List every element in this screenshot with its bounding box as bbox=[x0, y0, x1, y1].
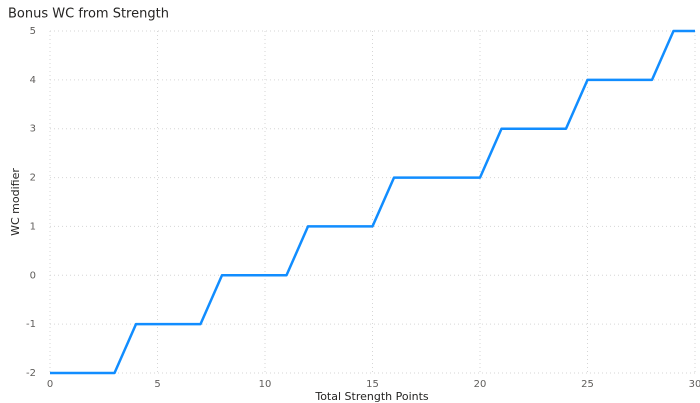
y-tick-label: -2 bbox=[26, 368, 36, 379]
y-tick-label: -1 bbox=[26, 319, 36, 330]
x-axis-title: Total Strength Points bbox=[314, 390, 429, 403]
x-tick-label: 20 bbox=[474, 379, 487, 390]
y-tick-label: 5 bbox=[30, 26, 36, 37]
x-tick-label: 10 bbox=[259, 379, 272, 390]
chart-title: Bonus WC from Strength bbox=[8, 7, 169, 22]
x-tick-label: 5 bbox=[154, 379, 160, 390]
x-tick-label: 0 bbox=[47, 379, 53, 390]
x-tick-label: 15 bbox=[366, 379, 379, 390]
x-tick-label: 30 bbox=[689, 379, 700, 390]
y-tick-label: 2 bbox=[30, 173, 36, 184]
x-tick-label: 25 bbox=[581, 379, 594, 390]
y-tick-label: 0 bbox=[30, 270, 36, 281]
y-axis-title: WC modifier bbox=[9, 168, 22, 236]
line bbox=[50, 29, 695, 375]
y-tick-label: 4 bbox=[30, 75, 36, 86]
y-tick-label: 3 bbox=[30, 124, 36, 135]
y-tick-label: 1 bbox=[30, 221, 36, 232]
